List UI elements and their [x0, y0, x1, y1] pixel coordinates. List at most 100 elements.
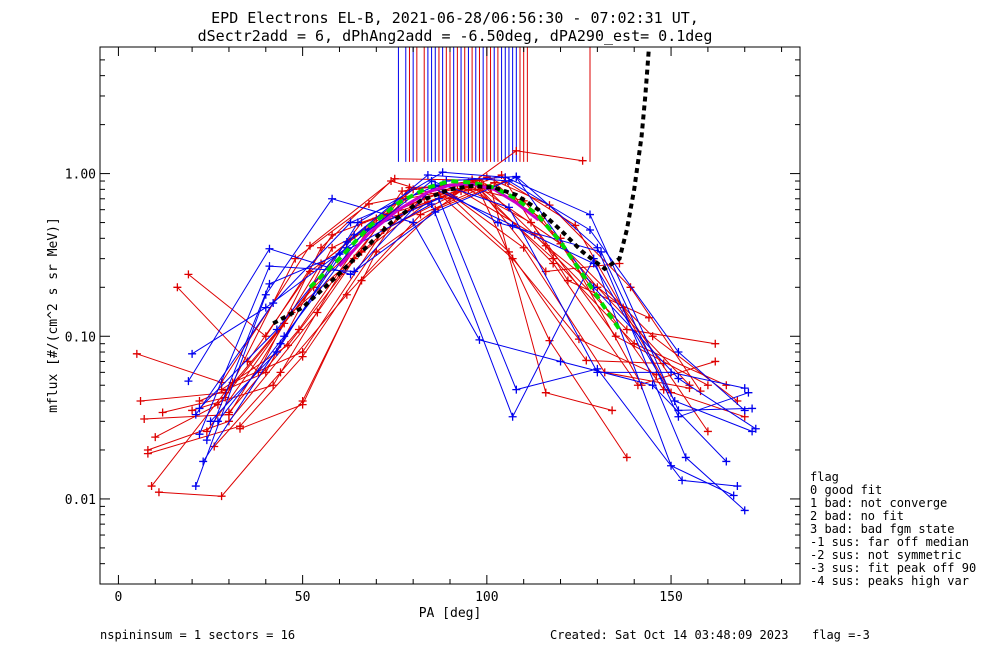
series-4-point-2 [298, 348, 307, 357]
series-28-point-6 [681, 453, 690, 462]
chart-title: EPD Electrons EL-B, 2021-06-28/06:56:30 … [211, 9, 699, 27]
series-15-point-4 [527, 218, 536, 227]
series-21-point-0 [191, 410, 200, 419]
footer-created: Created: Sat Oct 14 03:48:09 2023 [550, 628, 788, 642]
series-27-line [210, 171, 753, 422]
series-8-point-6 [582, 356, 591, 365]
series-24-point-7 [733, 482, 742, 491]
series-26-point-1 [261, 290, 270, 299]
series-3-point-6 [626, 283, 635, 292]
series-22-point-0 [195, 404, 204, 413]
series-1-point-0 [136, 396, 145, 405]
series-25-point-4 [508, 412, 517, 421]
series-0-point-6 [659, 385, 668, 394]
series-6-point-1 [261, 332, 270, 341]
chart-subtitle: dSectr2add = 6, dPhAng2add = -6.50deg, d… [198, 27, 713, 45]
series-4-point-6 [622, 325, 631, 334]
series-17-point-0 [188, 406, 197, 415]
series-16-point-0 [143, 445, 152, 454]
series-26-point-4 [475, 335, 484, 344]
series-28-point-1 [280, 332, 289, 341]
series-21-point-7 [748, 427, 757, 436]
series-23-point-7 [744, 388, 753, 397]
legend-item: -1 sus: far off median [810, 535, 969, 549]
series-15-point-6 [703, 381, 712, 390]
series-26-point-0 [191, 482, 200, 491]
series-24-point-6 [678, 476, 687, 485]
series-26-point-2 [328, 194, 337, 203]
series-24-point-5 [593, 364, 602, 373]
series-18-point-5 [541, 388, 550, 397]
series-14-point-1 [294, 325, 303, 334]
series-10-point-6 [622, 453, 631, 462]
series-10-point-2 [328, 243, 337, 252]
series-20-point-4 [504, 203, 513, 212]
series-25-point-0 [202, 436, 211, 445]
y-tick-label: 0.10 [65, 330, 96, 345]
fit-curve-black [272, 48, 651, 326]
legend-title: flag [810, 470, 839, 484]
series-27-point-0 [206, 417, 215, 426]
legend-item: -3 sus: fit peak off 90 [810, 561, 976, 575]
series-24-point-0 [199, 457, 208, 466]
series-20-point-7 [740, 384, 749, 393]
footer-flag: flag =-3 [812, 628, 870, 642]
series-5-point-3 [372, 247, 381, 256]
footer-spin-info: nspininsum = 1 sectors = 16 [100, 628, 295, 642]
series-0-line [136, 178, 745, 418]
series-6-point-0 [184, 270, 193, 279]
series-24-point-3 [434, 194, 443, 203]
series-0-point-0 [132, 349, 141, 358]
x-tick-label: 0 [115, 590, 123, 605]
series-16-point-5 [549, 259, 558, 268]
series-28-point-4 [512, 172, 521, 181]
series-24-point-4 [512, 385, 521, 394]
x-tick-label: 100 [475, 590, 498, 605]
series-19-point-0 [184, 377, 193, 386]
data-layer [132, 47, 760, 515]
series-22-point-5 [586, 226, 594, 235]
legend-item: 0 good fit [810, 483, 882, 497]
series-28-point-7 [740, 506, 749, 515]
series-10-point-0 [195, 396, 204, 405]
x-tick-label: 50 [295, 590, 311, 605]
x-axis-label: PA [deg] [419, 606, 482, 621]
series-16-point-3 [398, 187, 407, 196]
series-15-point-3 [464, 185, 473, 194]
series-27-point-6 [674, 406, 683, 415]
series-21-point-2 [346, 218, 355, 227]
series-16-line [147, 180, 716, 451]
series-4-point-0 [147, 482, 156, 491]
series-7-point-5 [512, 146, 521, 155]
series-2-point-0 [140, 415, 149, 424]
legend-item: -2 sus: not symmetric [810, 548, 962, 562]
series-15-point-0 [243, 357, 252, 366]
fit-curve-magenta [338, 182, 540, 268]
series-21-point-6 [670, 396, 679, 405]
series-25-point-3 [427, 200, 436, 209]
series-26-point-7 [722, 457, 731, 466]
series-20-line [191, 180, 745, 389]
series-14-point-0 [224, 408, 233, 417]
series-22-point-6 [674, 348, 683, 357]
series-23-point-0 [195, 430, 204, 439]
series-22-point-4 [504, 177, 513, 186]
series-16-point-2 [313, 308, 322, 317]
series-26-point-3 [409, 218, 418, 227]
series-7-point-6 [578, 156, 587, 165]
series-7-point-2 [317, 243, 326, 252]
legend-item: -4 sus: peaks high var [810, 574, 969, 588]
series-17-point-1 [269, 381, 278, 390]
series-20-point-6 [667, 368, 676, 377]
series-19-point-1 [265, 244, 274, 253]
series-7-point-3 [387, 177, 396, 186]
series-4-line [151, 190, 716, 487]
series-14-line [228, 184, 690, 413]
series-15-point-5 [611, 332, 620, 341]
series-8-point-2 [291, 254, 300, 263]
legend-item: 2 bad: no fit [810, 509, 904, 523]
series-9-point-6 [574, 335, 583, 344]
series-20-point-1 [261, 303, 270, 312]
